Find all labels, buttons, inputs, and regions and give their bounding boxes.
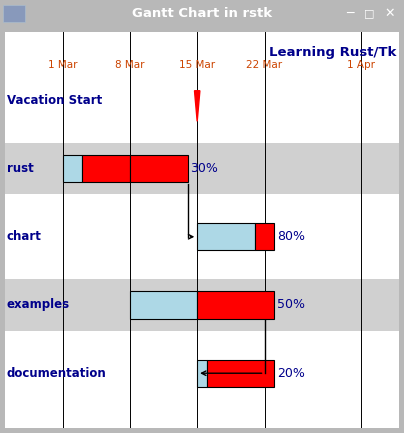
Bar (197, 223, 255, 250)
Text: rust: rust (7, 162, 34, 175)
Bar (82, 155, 130, 182)
Bar (130, 291, 197, 319)
Text: 1 Mar: 1 Mar (48, 60, 77, 70)
Text: 1 Apr: 1 Apr (347, 60, 375, 70)
Text: Learning Rust/Tk: Learning Rust/Tk (269, 46, 396, 59)
Text: examples: examples (7, 298, 70, 311)
Text: 50%: 50% (277, 298, 305, 311)
Text: Gantt Chart in rstk: Gantt Chart in rstk (132, 7, 272, 20)
Text: ─: ─ (346, 7, 353, 20)
Text: Vacation Start: Vacation Start (7, 94, 102, 107)
Text: 15 Mar: 15 Mar (179, 60, 215, 70)
Text: chart: chart (7, 230, 42, 243)
Bar (5, 143, 399, 194)
Text: 8 Mar: 8 Mar (115, 60, 145, 70)
Text: ✕: ✕ (385, 7, 395, 20)
Bar (5, 279, 399, 330)
Bar (197, 359, 207, 387)
Text: 80%: 80% (277, 230, 305, 243)
Text: 30%: 30% (190, 162, 218, 175)
Text: □: □ (364, 8, 375, 19)
Bar (197, 291, 274, 319)
Bar (207, 359, 274, 387)
Bar (63, 155, 82, 182)
Bar (255, 223, 274, 250)
Text: 20%: 20% (277, 367, 305, 380)
Text: 22 Mar: 22 Mar (246, 60, 282, 70)
Polygon shape (194, 91, 200, 121)
Text: documentation: documentation (7, 367, 107, 380)
Bar (3, 5, 25, 22)
Bar (130, 155, 187, 182)
